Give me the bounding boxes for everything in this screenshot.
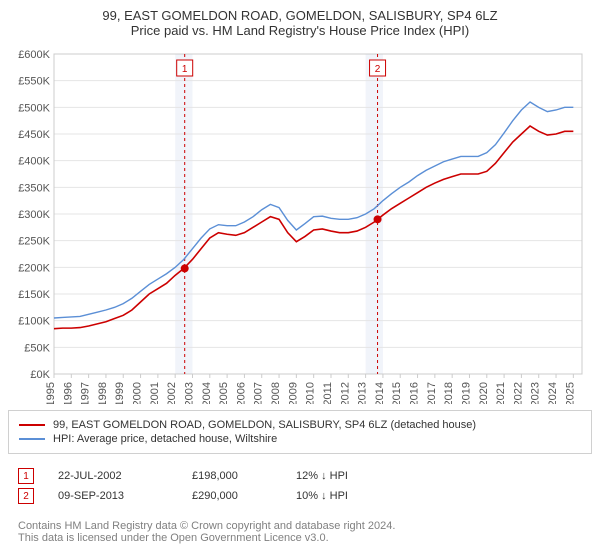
svg-text:2010: 2010 — [305, 382, 317, 404]
event-date: 22-JUL-2002 — [58, 470, 168, 482]
svg-text:£100K: £100K — [18, 316, 50, 328]
event-price: £290,000 — [192, 490, 272, 502]
legend-label: 99, EAST GOMELDON ROAD, GOMELDON, SALISB… — [53, 419, 476, 431]
svg-text:£50K: £50K — [24, 342, 50, 354]
svg-text:2018: 2018 — [443, 382, 455, 404]
svg-text:1996: 1996 — [62, 382, 74, 404]
svg-text:£250K: £250K — [18, 236, 50, 248]
svg-text:£150K: £150K — [18, 289, 50, 301]
event-marker-badge: 2 — [18, 488, 34, 504]
svg-text:2012: 2012 — [339, 382, 351, 404]
svg-text:£300K: £300K — [18, 209, 50, 221]
svg-text:2023: 2023 — [530, 382, 542, 404]
svg-text:2002: 2002 — [166, 382, 178, 404]
svg-text:2017: 2017 — [426, 382, 438, 404]
svg-text:£450K: £450K — [18, 129, 50, 141]
svg-text:2021: 2021 — [495, 382, 507, 404]
event-delta: 12% ↓ HPI — [296, 470, 348, 482]
legend-swatch — [19, 424, 45, 426]
svg-text:2019: 2019 — [460, 382, 472, 404]
svg-text:2022: 2022 — [512, 382, 524, 404]
svg-text:£0K: £0K — [30, 369, 50, 381]
svg-text:2024: 2024 — [547, 382, 559, 404]
svg-text:£200K: £200K — [18, 262, 50, 274]
svg-text:2025: 2025 — [564, 382, 576, 404]
price-chart-svg: £0K £50K £100K £150K £200K £250K £300K £350K £40… — [8, 44, 592, 404]
svg-text:1998: 1998 — [97, 382, 109, 404]
attribution-line1: Contains HM Land Registry data © Crown c… — [18, 520, 582, 532]
event-row: 2 09-SEP-2013 £290,000 10% ↓ HPI — [18, 488, 582, 504]
price-chart: £0K £50K £100K £150K £200K £250K £300K £350K £40… — [8, 44, 592, 404]
svg-text:1: 1 — [182, 64, 188, 75]
svg-text:2003: 2003 — [183, 382, 195, 404]
svg-text:£500K: £500K — [18, 102, 50, 114]
svg-text:2011: 2011 — [322, 382, 334, 404]
legend-label: HPI: Average price, detached house, Wilt… — [53, 433, 277, 445]
svg-text:2008: 2008 — [270, 382, 282, 404]
svg-text:£350K: £350K — [18, 182, 50, 194]
svg-text:2016: 2016 — [409, 382, 421, 404]
chart-title-line1: 99, EAST GOMELDON ROAD, GOMELDON, SALISB… — [8, 8, 592, 23]
svg-text:2014: 2014 — [374, 382, 386, 404]
svg-text:2006: 2006 — [235, 382, 247, 404]
event-marker-badge: 1 — [18, 468, 34, 484]
svg-text:2013: 2013 — [357, 382, 369, 404]
event-price: £198,000 — [192, 470, 272, 482]
svg-text:1999: 1999 — [114, 382, 126, 404]
legend-box: 99, EAST GOMELDON ROAD, GOMELDON, SALISB… — [8, 410, 592, 454]
svg-text:2005: 2005 — [218, 382, 230, 404]
svg-text:2009: 2009 — [287, 382, 299, 404]
chart-title-block: 99, EAST GOMELDON ROAD, GOMELDON, SALISB… — [8, 8, 592, 38]
svg-text:2: 2 — [375, 64, 381, 75]
svg-text:£550K: £550K — [18, 76, 50, 88]
svg-text:1995: 1995 — [45, 382, 57, 404]
event-date: 09-SEP-2013 — [58, 490, 168, 502]
chart-title-line2: Price paid vs. HM Land Registry's House … — [8, 23, 592, 38]
event-row: 1 22-JUL-2002 £198,000 12% ↓ HPI — [18, 468, 582, 484]
svg-text:2000: 2000 — [132, 382, 144, 404]
svg-text:2007: 2007 — [253, 382, 265, 404]
attribution: Contains HM Land Registry data © Crown c… — [8, 518, 592, 546]
svg-text:£600K: £600K — [18, 49, 50, 61]
svg-text:1997: 1997 — [80, 382, 92, 404]
svg-text:2020: 2020 — [478, 382, 490, 404]
event-delta: 10% ↓ HPI — [296, 490, 348, 502]
events-table: 1 22-JUL-2002 £198,000 12% ↓ HPI 2 09-SEP-201… — [8, 460, 592, 512]
svg-text:£400K: £400K — [18, 156, 50, 168]
svg-text:2015: 2015 — [391, 382, 403, 404]
svg-text:2001: 2001 — [149, 382, 161, 404]
legend-row: HPI: Average price, detached house, Wilt… — [19, 433, 581, 445]
legend-row: 99, EAST GOMELDON ROAD, GOMELDON, SALISB… — [19, 419, 581, 431]
legend-swatch — [19, 438, 45, 440]
svg-text:2004: 2004 — [201, 382, 213, 404]
attribution-line2: This data is licensed under the Open Gov… — [18, 532, 582, 544]
